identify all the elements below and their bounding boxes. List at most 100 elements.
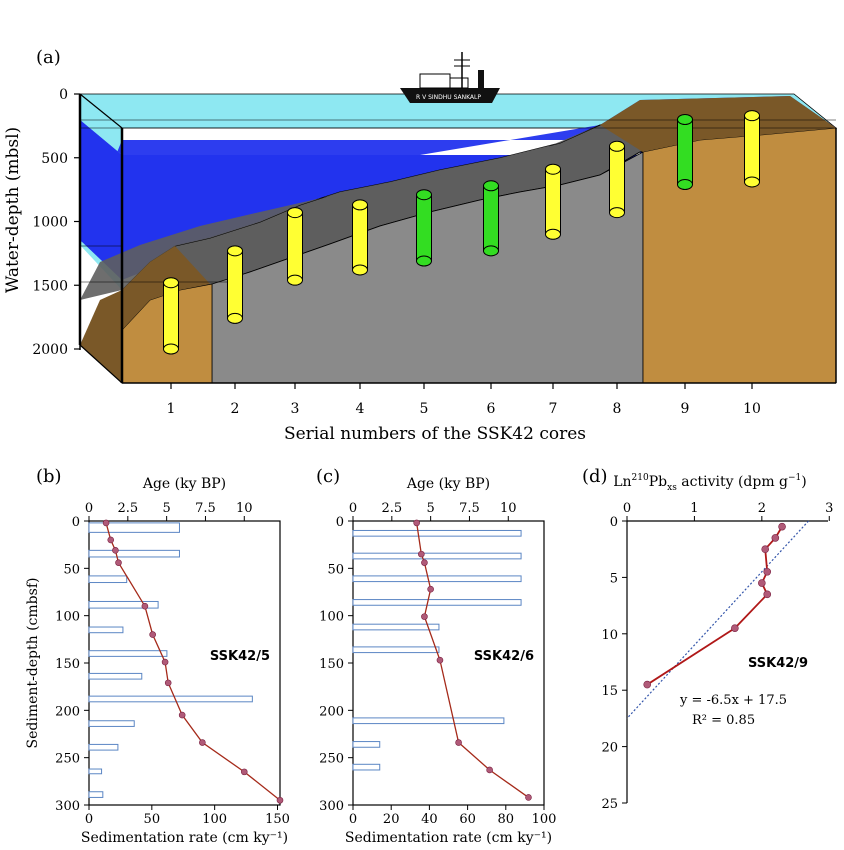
rate-bar: [88, 600, 159, 609]
deep-water-left: [80, 120, 122, 280]
age-point: [525, 794, 532, 801]
core-7: 7: [545, 163, 561, 417]
age-tick-label: 10: [500, 501, 517, 516]
age-tick-label: 5: [163, 501, 171, 516]
r-squared-label: R² = 0.85: [692, 713, 755, 728]
core-tick-label: 4: [356, 401, 365, 417]
a-ytick-label: 1000: [32, 215, 68, 231]
core-tick-label: 1: [167, 401, 176, 417]
rate-tick-label: 0: [349, 812, 357, 827]
core-tick-label: 6: [487, 401, 496, 417]
rate-bar: [352, 623, 440, 631]
core-6: 6: [483, 180, 499, 417]
rate-tick-label: 80: [498, 812, 515, 827]
core-label: SSK42/9: [748, 656, 808, 671]
d-ytick-label: 20: [601, 741, 618, 756]
age-point: [102, 519, 110, 527]
rate-bar: [352, 529, 522, 537]
age-point: [178, 711, 186, 719]
age-point: [455, 739, 462, 746]
core-label: SSK42/5: [210, 649, 270, 664]
age-point: [161, 658, 169, 666]
rate-tick-label: 40: [421, 812, 438, 827]
age-point: [413, 519, 420, 527]
age-point: [199, 739, 206, 746]
panel-a-ylabel: Water-depth (mbsl): [3, 127, 23, 293]
depth-tick-label: 200: [55, 704, 80, 719]
rate-bar: [352, 552, 522, 560]
age-point: [427, 585, 434, 593]
a-ytick-label: 2000: [32, 342, 68, 358]
panel-b-chart: 0 2.5 5 7.5 100 50 100 150050100150200250300Age…: [25, 476, 290, 846]
rate-tick-label: 150: [265, 812, 290, 827]
depth-tick-label: 50: [63, 562, 80, 577]
activity-point: [778, 522, 786, 531]
panel-c-label: (c): [316, 466, 340, 487]
rate-bar: [88, 743, 119, 751]
panel-a-xlabel: Serial numbers of the SSK42 cores: [284, 424, 586, 444]
rate-bar: [88, 522, 180, 533]
rate-axis-title: Sedimentation rate (cm ky⁻¹): [345, 830, 552, 846]
core-2: 2: [227, 245, 243, 417]
depth-tick-label: 250: [319, 752, 344, 767]
core-label: SSK42/6: [474, 649, 534, 664]
core-9: 9: [677, 114, 693, 417]
d-ytick-label: 10: [601, 628, 618, 643]
panel-b-label: (b): [36, 466, 62, 487]
core-tick-label: 3: [291, 401, 300, 417]
rate-tick-label: 20: [383, 812, 400, 827]
activity-point: [758, 579, 766, 587]
core-tick-label: 10: [743, 401, 761, 417]
a-ytick-label: 1500: [32, 278, 68, 294]
depth-tick-label: 100: [55, 610, 80, 625]
core-tick-label: 7: [549, 401, 558, 417]
depth-tick-label: 300: [319, 799, 344, 814]
age-point: [141, 602, 149, 610]
rate-bar: [352, 763, 381, 771]
rate-bar: [352, 575, 522, 583]
core-5: 5: [416, 189, 432, 417]
rate-axis-title: Sedimentation rate (cm ky⁻¹): [81, 830, 288, 846]
age-tick-label: 7.5: [195, 501, 216, 516]
age-axis-title: Age (ky BP): [406, 476, 490, 492]
rate-tick-label: 60: [459, 812, 476, 827]
depth-axis-title: Sediment-depth (cmbsf): [25, 578, 41, 749]
d-ytick-label: 25: [601, 797, 618, 812]
rate-bar: [352, 717, 505, 725]
depth-tick-label: 200: [319, 704, 344, 719]
depth-tick-label: 250: [55, 752, 80, 767]
ship-label: R V SINDHU SANKALP: [416, 94, 481, 101]
rate-bar: [88, 575, 128, 584]
rate-bar: [88, 650, 168, 657]
d-xtick-label: 1: [690, 501, 698, 516]
rate-tick-label: 50: [144, 812, 161, 827]
depth-tick-label: 300: [55, 799, 80, 814]
depth-tick-label: 100: [319, 610, 344, 625]
rate-bar: [88, 768, 103, 775]
activity-point: [771, 534, 780, 542]
age-point: [112, 547, 119, 554]
depth-tick-label: 150: [55, 657, 80, 672]
age-point: [149, 631, 156, 638]
sediment-block: [211, 151, 644, 384]
depth-tick-label: 0: [72, 515, 80, 530]
land-right: [642, 127, 837, 384]
land-right-top: [600, 96, 836, 152]
core-tick-label: 9: [681, 401, 690, 417]
panel-c-chart: 0 2.5 5 7.5 100 20 40 60 80 100050100150200250300…: [319, 476, 556, 846]
age-tick-label: 0: [349, 501, 357, 516]
d-axis-title: Ln210Pbxs activity (dpm g−1): [613, 473, 807, 493]
core-3: 3: [287, 207, 303, 417]
rate-bar: [88, 672, 143, 680]
rate-tick-label: 100: [532, 812, 557, 827]
core-8: 8: [609, 140, 625, 417]
age-tick-label: 10: [236, 501, 253, 516]
activity-point: [731, 624, 739, 632]
panel-a-label: (a): [36, 47, 61, 68]
rate-bar: [88, 626, 124, 634]
age-point: [421, 559, 428, 566]
depth-tick-label: 150: [319, 657, 344, 672]
rate-tick-label: 100: [202, 812, 227, 827]
age-tick-label: 2.5: [117, 501, 138, 516]
age-point: [240, 768, 248, 776]
